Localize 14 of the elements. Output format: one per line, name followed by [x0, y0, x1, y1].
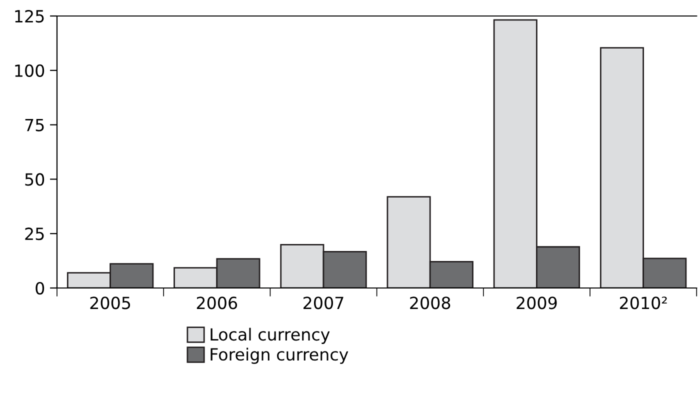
y-tick-label: 25 [25, 228, 44, 240]
y-tick-label: 100 [15, 64, 44, 77]
legend-label: Local currency [210, 328, 330, 344]
y-tick-label: 0 [36, 282, 44, 295]
x-tick-label: 2007 [304, 296, 344, 310]
x-tick-label: 2005 [90, 296, 130, 310]
y-tick-label: 125 [15, 10, 44, 23]
x-tick-label: 2008 [410, 296, 450, 310]
legend-label: Foreign currency [210, 348, 348, 364]
x-tick-label: 2006 [196, 296, 238, 310]
y-tick-label: 50 [25, 173, 44, 186]
x-tick-label: 2009 [516, 296, 557, 310]
y-tick-label: 75 [25, 118, 44, 132]
x-tick-label: 2010² [620, 296, 667, 310]
